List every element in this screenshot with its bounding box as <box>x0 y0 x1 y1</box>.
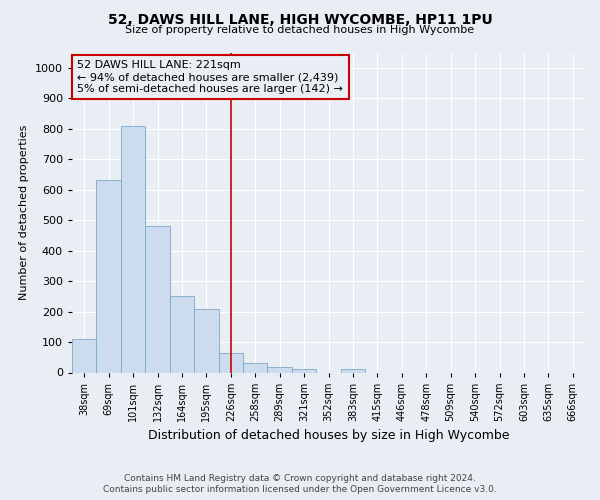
Bar <box>121 126 145 372</box>
Bar <box>145 226 170 372</box>
Bar <box>170 296 194 372</box>
Bar <box>194 308 218 372</box>
Bar <box>97 180 121 372</box>
Bar <box>218 352 243 372</box>
X-axis label: Distribution of detached houses by size in High Wycombe: Distribution of detached houses by size … <box>148 430 509 442</box>
Text: Contains HM Land Registry data © Crown copyright and database right 2024.
Contai: Contains HM Land Registry data © Crown c… <box>103 474 497 494</box>
Bar <box>341 370 365 372</box>
Bar <box>268 367 292 372</box>
Text: Size of property relative to detached houses in High Wycombe: Size of property relative to detached ho… <box>125 25 475 35</box>
Text: 52, DAWS HILL LANE, HIGH WYCOMBE, HP11 1PU: 52, DAWS HILL LANE, HIGH WYCOMBE, HP11 1… <box>107 12 493 26</box>
Bar <box>72 339 97 372</box>
Text: 52 DAWS HILL LANE: 221sqm
← 94% of detached houses are smaller (2,439)
5% of sem: 52 DAWS HILL LANE: 221sqm ← 94% of detac… <box>77 60 343 94</box>
Bar <box>243 364 268 372</box>
Bar <box>292 370 316 372</box>
Y-axis label: Number of detached properties: Number of detached properties <box>19 125 29 300</box>
